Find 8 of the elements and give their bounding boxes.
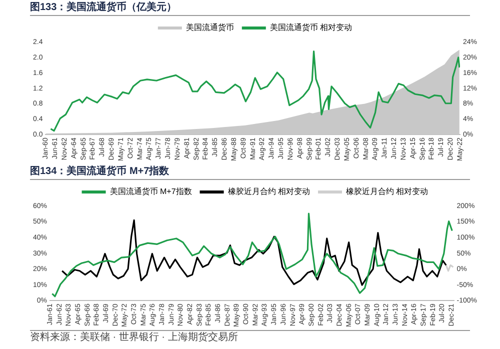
legend-label: 橡胶近月合约 相对变动 <box>346 187 428 196</box>
chart-title: 图133：美国流通货币（亿美元） <box>30 0 470 16</box>
text: 资料来源：美联储 · 世界银行 · 上海期货交易所 <box>30 330 470 343</box>
legend-label: 美国流通货币 M+7指数 <box>110 187 192 196</box>
legend-label: 橡胶近月合约 相对变动 <box>228 187 310 196</box>
legend-label: 美国流通货币 相对变动 <box>270 23 352 32</box>
legend-label: 美国流通货币 <box>186 23 234 32</box>
chart-title: 图134：美国流通货币 M+7指数 <box>30 164 470 180</box>
